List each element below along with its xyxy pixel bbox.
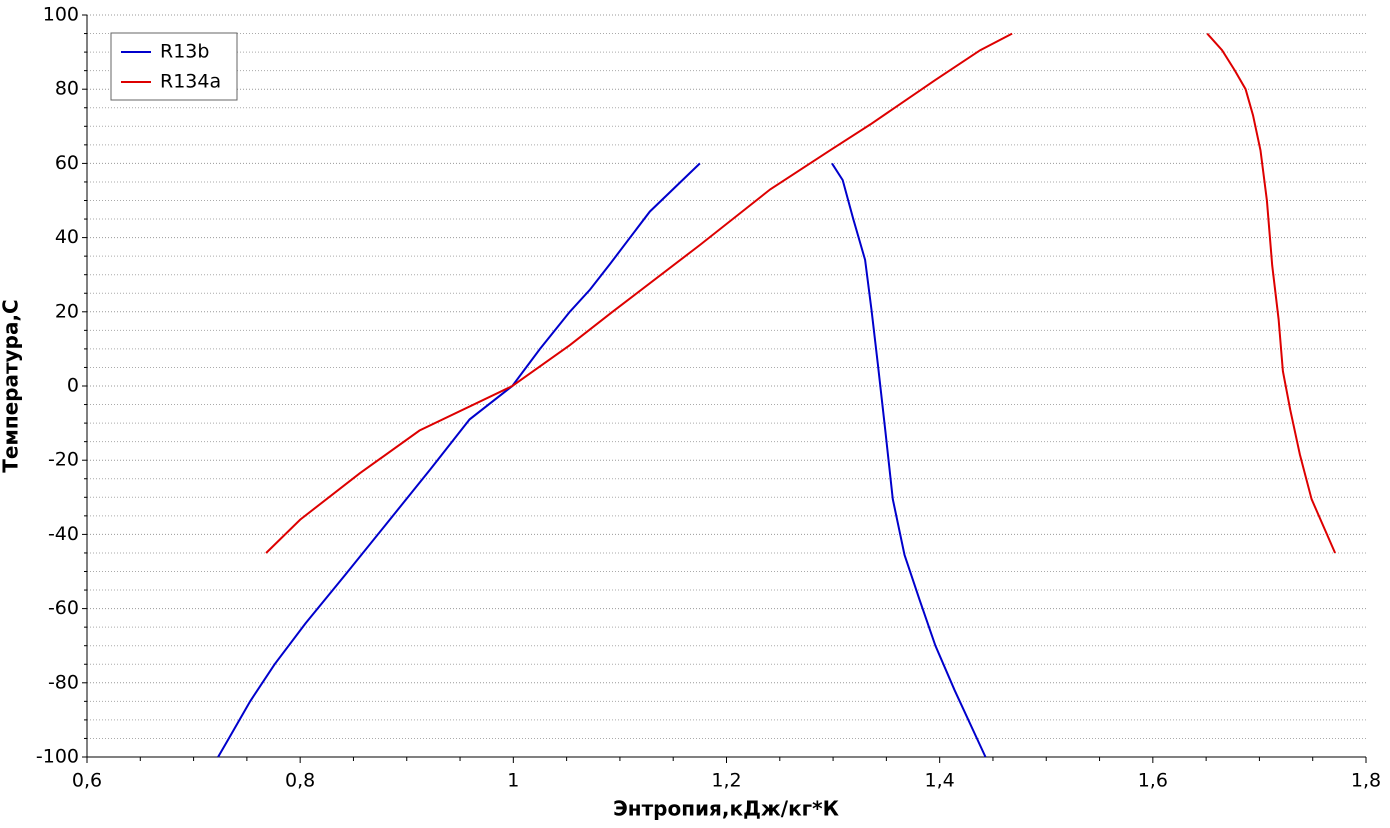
y-tick-label: -100 <box>36 746 79 768</box>
y-tick-label: 20 <box>55 300 79 322</box>
x-tick-label: 1,8 <box>1351 770 1381 792</box>
legend-label: R13b <box>160 41 209 63</box>
y-tick-label: 60 <box>55 152 79 174</box>
legend-label: R134a <box>160 71 221 93</box>
y-tick-label: -60 <box>48 597 79 619</box>
y-axis-label: Температура,С <box>0 299 23 472</box>
x-axis-label: Энтропия,кДж/кг*К <box>613 797 839 821</box>
y-tick-label: 40 <box>55 226 79 248</box>
y-tick-label: 0 <box>67 375 79 397</box>
x-tick-label: 0,6 <box>72 770 102 792</box>
y-tick-label: -20 <box>48 449 79 471</box>
y-tick-label: 80 <box>55 78 79 100</box>
legend-box <box>110 32 238 101</box>
series-line <box>217 162 987 758</box>
x-tick-label: 1,4 <box>925 770 955 792</box>
y-tick-label: 100 <box>43 4 79 26</box>
series-line <box>265 32 1337 554</box>
x-tick-label: 0,8 <box>285 770 315 792</box>
y-tick-label: -40 <box>48 523 79 545</box>
y-tick-label: -80 <box>48 671 79 693</box>
x-tick-label: 1,6 <box>1138 770 1168 792</box>
x-tick-label: 1,2 <box>711 770 741 792</box>
x-tick-label: 1 <box>507 770 519 792</box>
